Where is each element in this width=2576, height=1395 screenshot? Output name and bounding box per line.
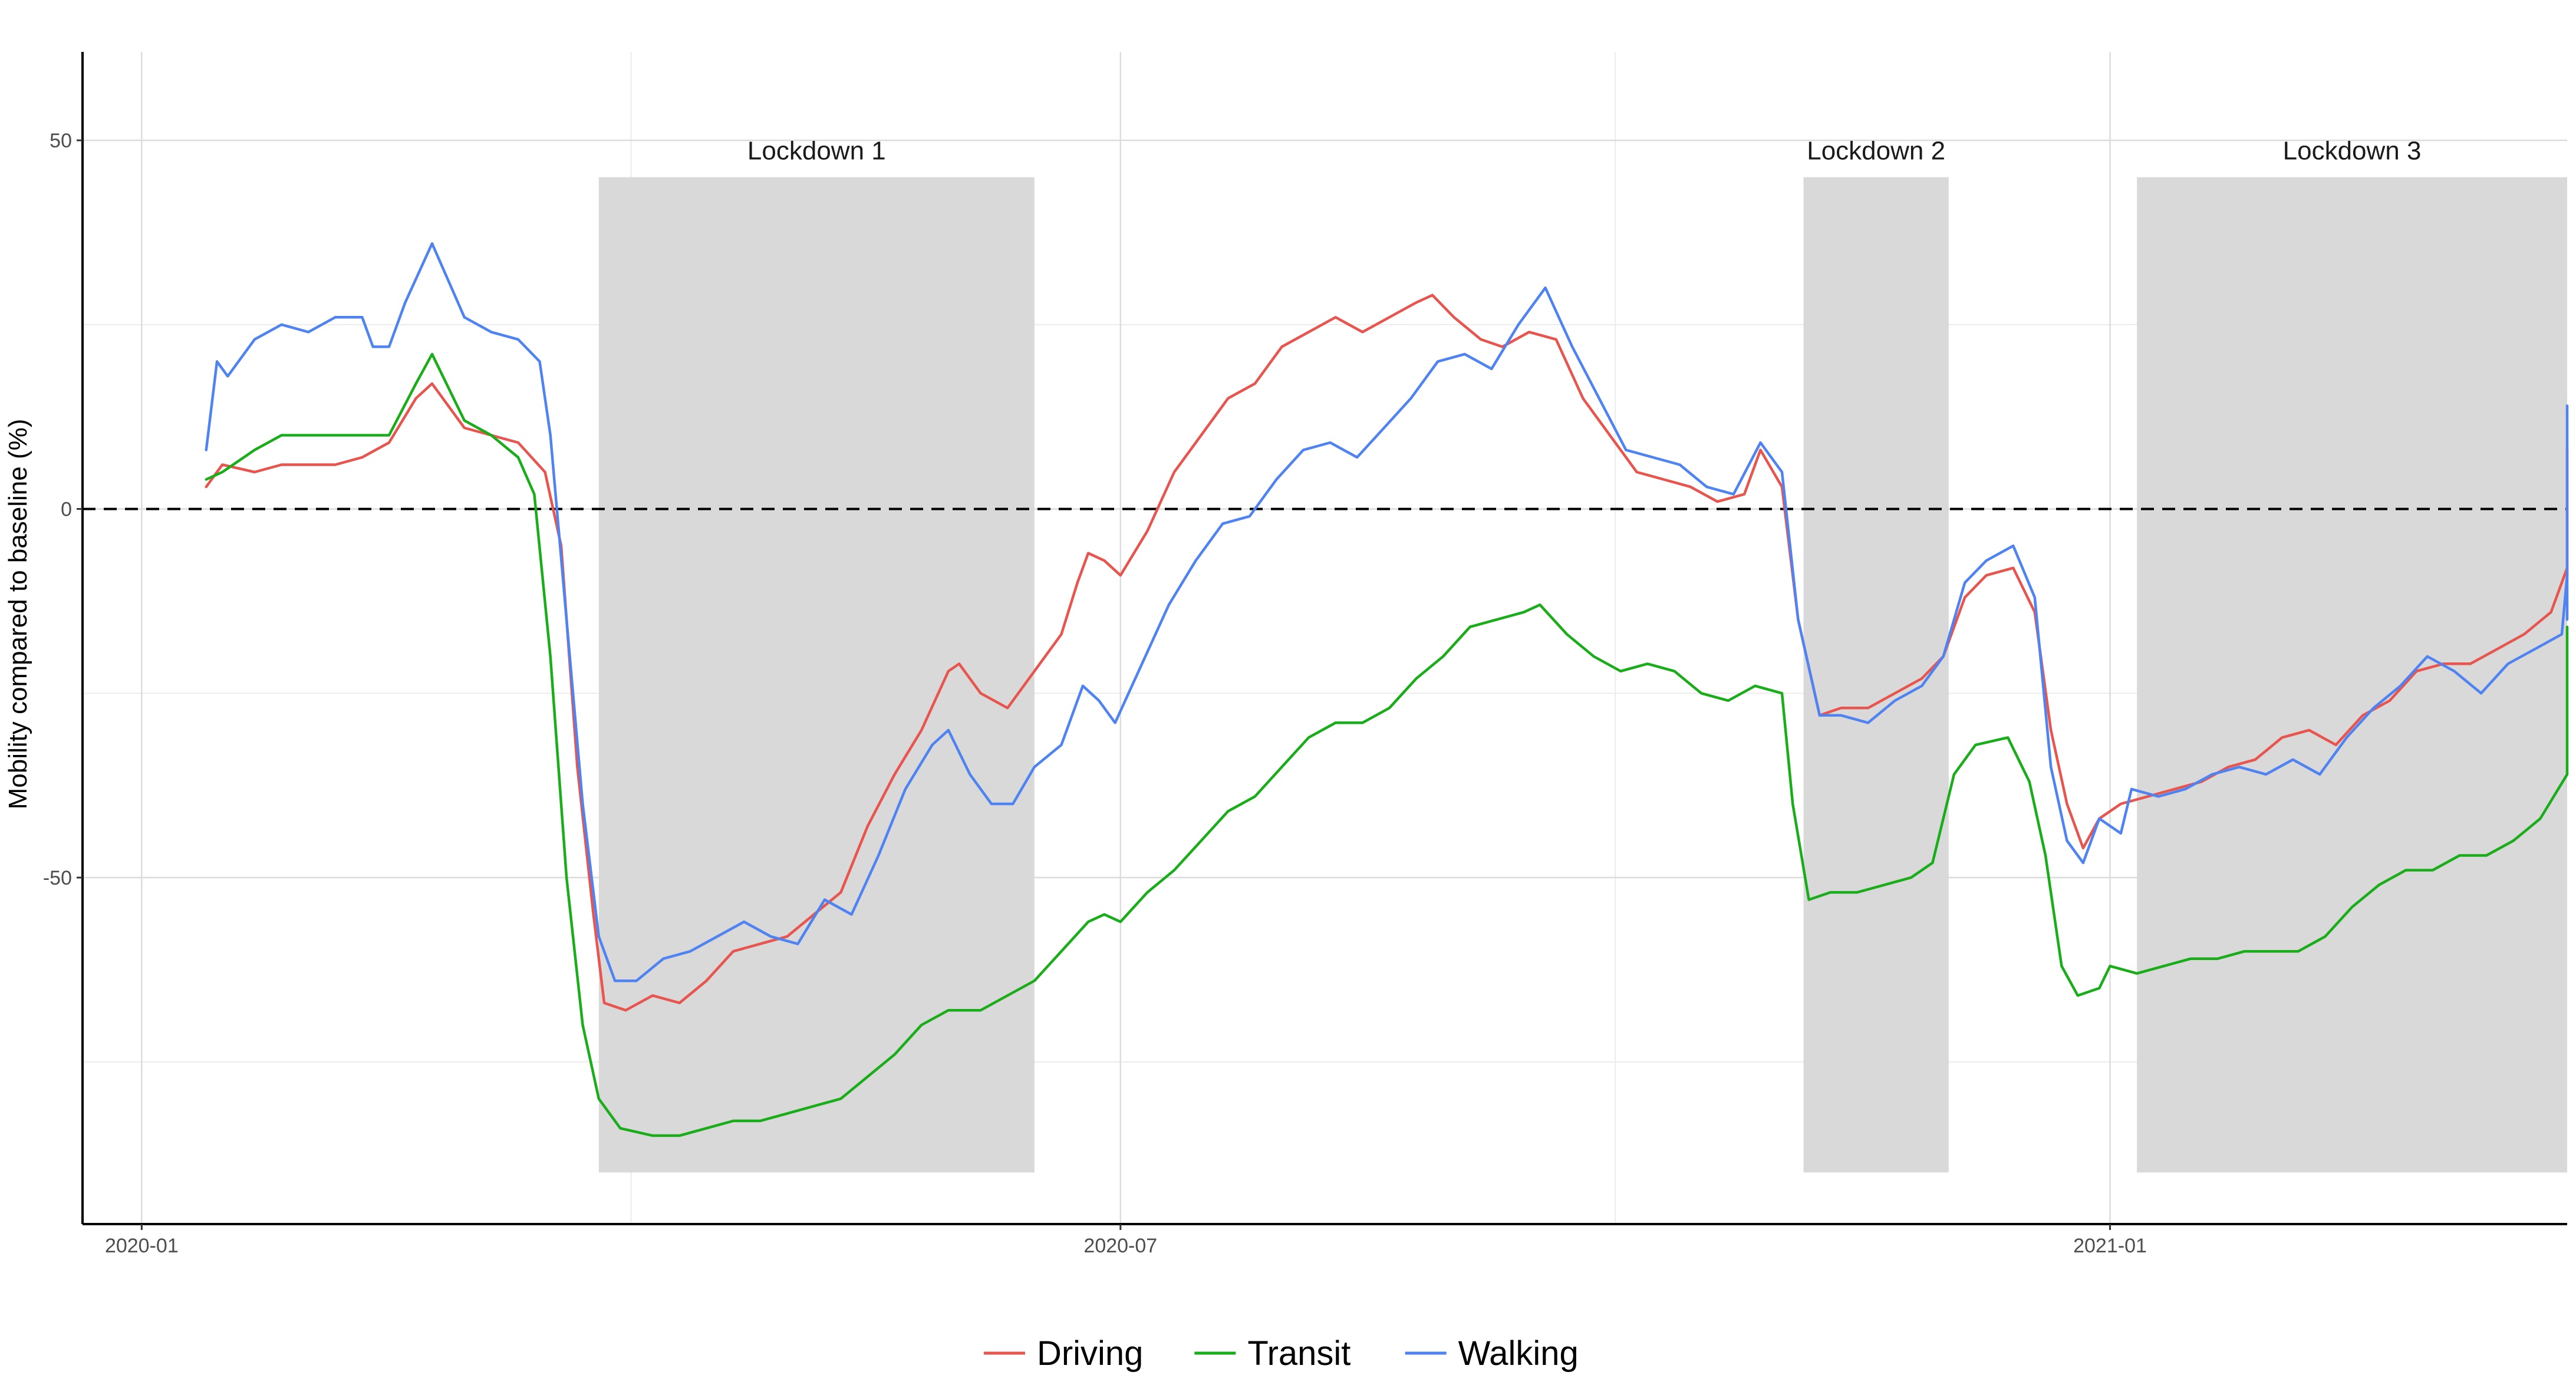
series-layer <box>205 242 2569 1137</box>
legend-label-driving: Driving <box>1037 1334 1144 1373</box>
legend-item-transit: Transit <box>1194 1334 1350 1373</box>
y-tick-label: -50 <box>43 867 72 889</box>
y-axis-title: Mobility compared to baseline (%) <box>4 419 32 810</box>
series-line-walking <box>205 242 2569 982</box>
lockdown-label-3: Lockdown 3 <box>2283 137 2422 166</box>
x-tick-label: 2021-01 <box>2073 1235 2147 1257</box>
y-tick-label: 50 <box>50 130 72 152</box>
legend-item-driving: Driving <box>983 1334 1144 1373</box>
y-tick-label: 0 <box>61 499 72 521</box>
x-tick-label: 2020-07 <box>1083 1235 1157 1257</box>
legend-label-transit: Transit <box>1247 1334 1350 1373</box>
grid-layer <box>83 52 2567 1224</box>
tick-label-layer: 50 0 -50 2020-01 2020-07 2021-01 <box>43 130 2147 1257</box>
legend-item-walking: Walking <box>1405 1334 1579 1373</box>
series-line-transit <box>205 352 2569 1137</box>
lockdown-label-layer: Lockdown 1 Lockdown 2 Lockdown 3 <box>747 137 2422 166</box>
lockdown-shade-1 <box>598 177 1035 1173</box>
x-tick-label: 2020-01 <box>105 1235 179 1257</box>
legend-label-walking: Walking <box>1458 1334 1579 1373</box>
series-line-driving <box>205 293 2569 1012</box>
lockdown-label-1: Lockdown 1 <box>747 137 886 166</box>
legend: Driving Transit Walking <box>983 1334 1579 1373</box>
axis-layer: Mobility compared to baseline (%) <box>4 52 2567 1225</box>
lockdown-label-2: Lockdown 2 <box>1807 137 1945 166</box>
lockdown-shade-3 <box>2137 177 2567 1173</box>
lockdown-shading-layer <box>598 177 2567 1173</box>
